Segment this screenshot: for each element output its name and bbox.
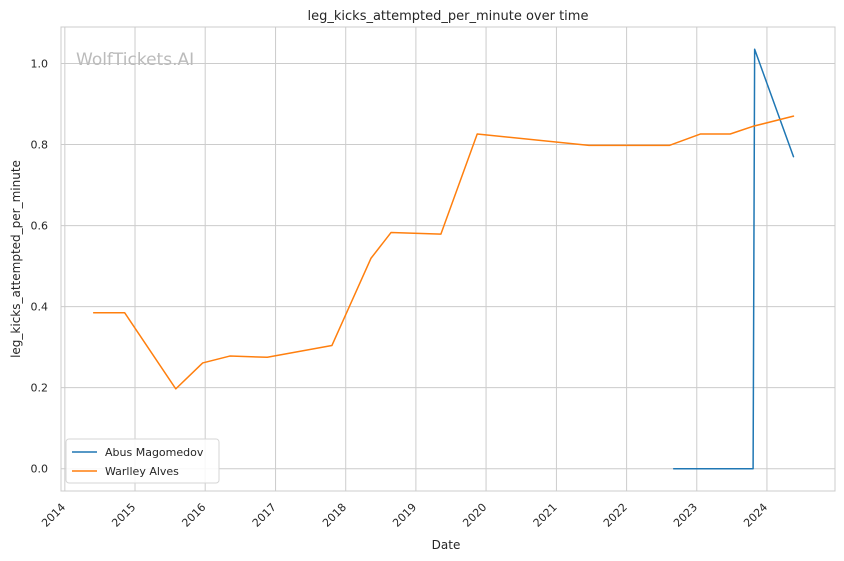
y-tick-labels: 0.0 0.2 0.4 0.6 0.8 1.0 bbox=[31, 57, 49, 475]
y-axis-label: leg_kicks_attempted_per_minute bbox=[9, 160, 23, 358]
series-lines bbox=[92, 48, 795, 470]
legend-box bbox=[65, 438, 220, 484]
y-tick-label: 1.0 bbox=[31, 57, 49, 70]
x-gridlines bbox=[64, 27, 768, 491]
y-tick-label: 0.8 bbox=[31, 139, 49, 152]
y-tick-label: 0.6 bbox=[31, 220, 49, 233]
y-tick-label: 0.0 bbox=[31, 463, 49, 476]
plot-area bbox=[60, 26, 836, 492]
legend-label: Warlley Alves bbox=[105, 465, 179, 478]
chart-title: leg_kicks_attempted_per_minute over time bbox=[308, 9, 589, 24]
x-axis-label: Date bbox=[432, 538, 461, 552]
legend-label: Abus Magomedov bbox=[105, 446, 204, 459]
y-tick-label: 0.4 bbox=[31, 301, 49, 314]
series-line-warlley-alves bbox=[92, 115, 795, 390]
watermark: WolfTickets.AI bbox=[76, 50, 194, 70]
legend: Abus Magomedov Warlley Alves bbox=[65, 438, 220, 484]
y-tick-label: 0.2 bbox=[31, 382, 49, 395]
series-line-abus-magomedov bbox=[672, 48, 795, 470]
